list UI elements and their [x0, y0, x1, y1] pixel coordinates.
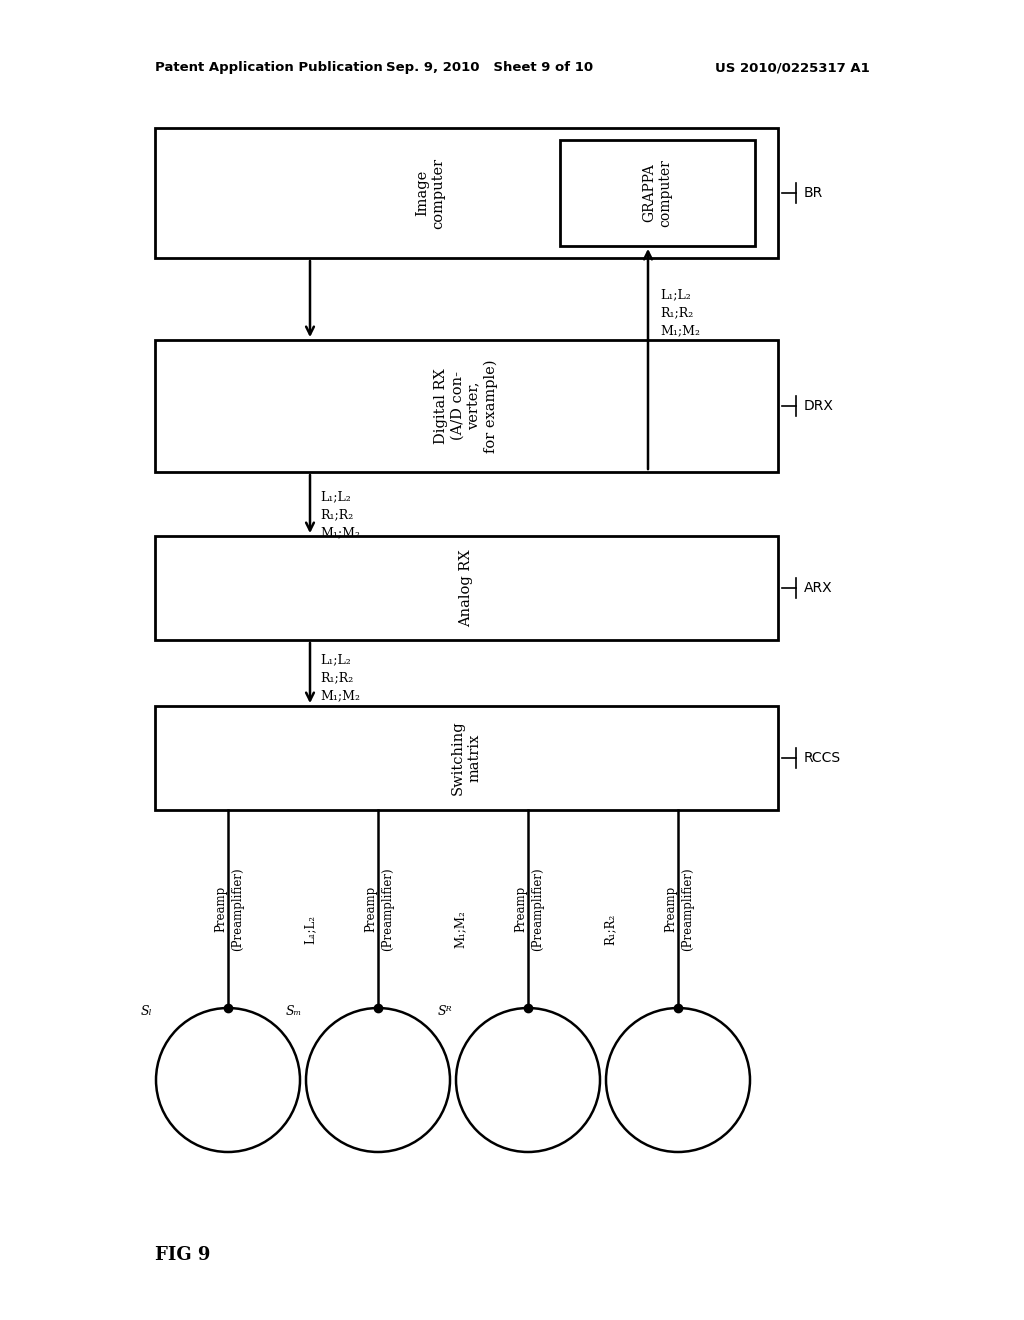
- Bar: [560, 140, 755, 246]
- Text: Sᴿ: Sᴿ: [437, 1005, 452, 1018]
- Text: M₁;M₂: M₁;M₂: [454, 909, 467, 948]
- Text: Analog RX: Analog RX: [459, 549, 473, 627]
- Text: (Preamplifier): (Preamplifier): [531, 867, 545, 950]
- Text: Digital RX
(A/D con-
verter,
for example): Digital RX (A/D con- verter, for example…: [434, 359, 498, 453]
- Text: M₁;M₂: M₁;M₂: [660, 325, 700, 338]
- Text: Switching
matrix: Switching matrix: [451, 721, 481, 796]
- Text: RCCS: RCCS: [804, 751, 841, 766]
- Text: (Preamplifier): (Preamplifier): [231, 867, 245, 950]
- Text: FIG 9: FIG 9: [155, 1246, 210, 1265]
- Text: DRX: DRX: [804, 399, 834, 413]
- Bar: [155, 706, 778, 810]
- Text: (Preamplifier): (Preamplifier): [682, 867, 694, 950]
- Text: ARX: ARX: [804, 581, 833, 595]
- Text: Sep. 9, 2010   Sheet 9 of 10: Sep. 9, 2010 Sheet 9 of 10: [386, 62, 594, 74]
- Text: Patent Application Publication: Patent Application Publication: [155, 62, 383, 74]
- Text: Preamp: Preamp: [514, 886, 527, 932]
- Text: R₁;R₂: R₁;R₂: [319, 672, 353, 685]
- Text: Image
computer: Image computer: [415, 157, 445, 228]
- Text: BR: BR: [804, 186, 823, 201]
- Text: L₁;L₂: L₁;L₂: [319, 653, 351, 667]
- Text: GRAPPA
computer: GRAPPA computer: [642, 160, 673, 227]
- Text: Preamp: Preamp: [214, 886, 227, 932]
- Text: R₁;R₂: R₁;R₂: [604, 913, 617, 945]
- Text: Preamp: Preamp: [365, 886, 378, 932]
- Text: L₁;L₂: L₁;L₂: [304, 915, 317, 944]
- Bar: [155, 341, 778, 473]
- Text: Sₗ: Sₗ: [140, 1005, 152, 1018]
- Text: (Preamplifier): (Preamplifier): [382, 867, 394, 950]
- Text: L₁;L₂: L₁;L₂: [660, 289, 691, 301]
- Text: Sₘ: Sₘ: [286, 1005, 302, 1018]
- Bar: [155, 128, 778, 257]
- Bar: [155, 536, 778, 640]
- Text: US 2010/0225317 A1: US 2010/0225317 A1: [715, 62, 870, 74]
- Text: R₁;R₂: R₁;R₂: [660, 306, 693, 319]
- Text: M₁;M₂: M₁;M₂: [319, 689, 360, 702]
- Text: L₁;L₂: L₁;L₂: [319, 491, 351, 503]
- Text: M₁;M₂: M₁;M₂: [319, 527, 360, 540]
- Text: Preamp: Preamp: [665, 886, 678, 932]
- Text: R₁;R₂: R₁;R₂: [319, 508, 353, 521]
